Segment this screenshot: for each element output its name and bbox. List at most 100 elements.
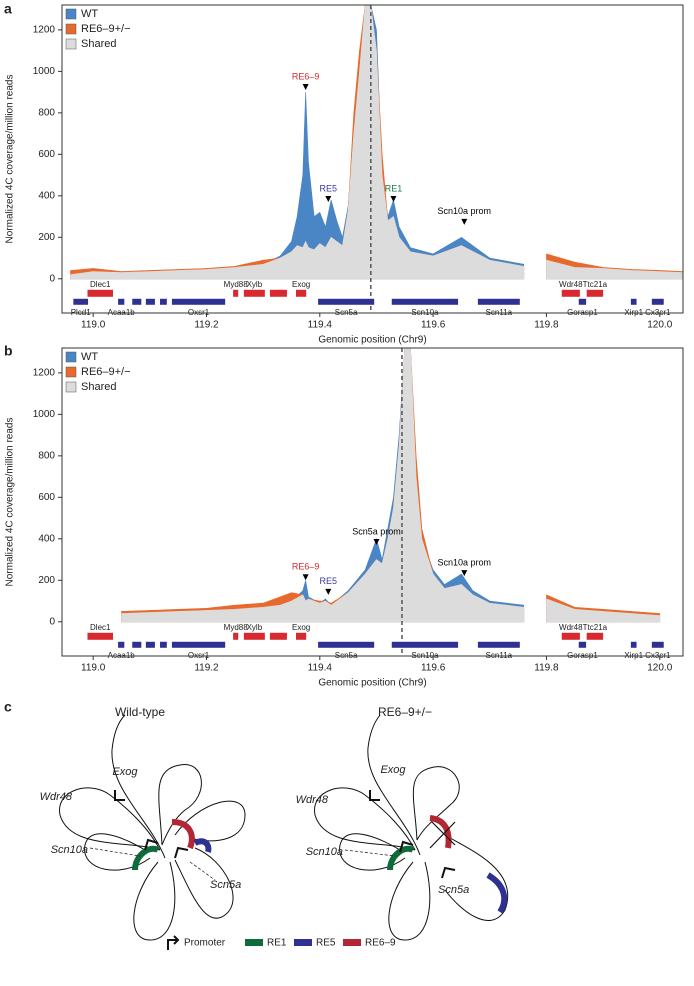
legend-label: WT (81, 8, 98, 20)
gene-label: Dlec1 (90, 280, 111, 289)
y-tick-label: 1000 (33, 66, 56, 77)
gene (269, 632, 287, 640)
gene-label: Oxsr1 (188, 651, 210, 660)
y-tick-label: 200 (38, 232, 55, 243)
gene-label: Dlec1 (90, 623, 111, 632)
plot-frame (61, 347, 684, 657)
annotation-marker (325, 588, 332, 595)
plot-frame (61, 4, 684, 314)
loop (314, 787, 416, 851)
y-axis-label: Normalized 4C coverage/million reads (5, 75, 16, 244)
x-tick-label: 119.4 (308, 320, 333, 331)
loop (84, 833, 151, 871)
legend-swatch (294, 939, 312, 946)
gene (296, 632, 307, 640)
legend-label: RE6–9 (365, 938, 396, 949)
annotation-marker (390, 196, 397, 203)
gene-label: Exog (380, 764, 406, 776)
gene (145, 298, 155, 305)
y-tick-label: 0 (49, 273, 55, 284)
promoter (399, 840, 414, 853)
loop (388, 861, 431, 941)
gene (391, 298, 459, 305)
gene (87, 289, 113, 297)
wt-loops (59, 714, 246, 941)
gene (171, 298, 226, 305)
gene (145, 641, 155, 648)
x-tick-label: 119.2 (194, 663, 219, 674)
re1 (387, 845, 415, 871)
legend-promoter (167, 935, 180, 950)
y-tick-label: 200 (38, 575, 55, 586)
y-tick-label: 400 (38, 533, 55, 544)
gene-label: Xirp1 (624, 651, 643, 660)
gene-label: Scn10a (411, 308, 439, 317)
gene-label: Scn5a (335, 651, 358, 660)
gene (561, 289, 580, 297)
gene-label: Ttc21a (583, 623, 608, 632)
gene-label: Exog (292, 280, 310, 289)
legend-swatch (65, 23, 77, 35)
gene-label: Gorasp1 (567, 308, 598, 317)
gene (118, 298, 125, 305)
loop (174, 847, 234, 919)
annotation-label: RE5 (320, 576, 338, 586)
gene-label: Myd88 (224, 280, 249, 289)
annotation-label: RE6–9 (292, 71, 320, 81)
gene-label: Scn10a (51, 844, 88, 856)
annotation-marker (461, 218, 468, 225)
annotation-label: RE5 (320, 183, 338, 193)
gene-label: Wdr48 (559, 280, 583, 289)
gene (578, 298, 587, 305)
gene (233, 289, 239, 297)
gene (160, 298, 167, 305)
legend-label: Shared (81, 381, 116, 393)
gene-label: Plcd1 (71, 308, 92, 317)
gene-label: Acaa1b (108, 308, 136, 317)
annotation-label: RE1 (385, 183, 403, 193)
gene (296, 289, 307, 297)
gene (578, 641, 587, 648)
loop (174, 800, 246, 842)
gene-label: Xylb (247, 280, 263, 289)
gene (243, 289, 265, 297)
legend-swatch (343, 939, 361, 946)
annotation-marker (302, 574, 309, 581)
gene (171, 641, 226, 648)
gene (651, 641, 664, 648)
y-tick-label: 1200 (33, 368, 56, 379)
gene (561, 632, 580, 640)
x-tick-label: 119.6 (421, 663, 446, 674)
gene (630, 641, 637, 648)
legend-label: Promoter (184, 938, 226, 949)
promoter (114, 790, 125, 801)
annotation-marker (461, 570, 468, 577)
legend-swatch (245, 939, 263, 946)
gene (243, 632, 265, 640)
annotation-label: Scn10a prom (438, 206, 492, 216)
x-tick-label: 119.0 (81, 663, 106, 674)
x-axis-label: Genomic position (Chr9) (318, 335, 426, 346)
legend-swatch (65, 8, 77, 20)
x-tick-label: 120.0 (647, 320, 672, 331)
gene-label: Exog (292, 623, 310, 632)
x-tick-label: 119.4 (308, 663, 333, 674)
legend-swatch (65, 366, 77, 378)
loop (444, 834, 508, 921)
gene-label: Wdr48 (559, 623, 583, 632)
re1 (132, 845, 160, 871)
annotation-label: Scn5a prom (352, 526, 401, 536)
gene (132, 641, 142, 648)
x-tick-label: 119.6 (421, 320, 446, 331)
loop (339, 833, 406, 871)
loop (133, 861, 176, 941)
gene (477, 298, 520, 305)
gene-label: Cx3cr1 (645, 651, 671, 660)
annotation-marker (325, 196, 332, 203)
gene-label: Acaa1b (108, 651, 136, 660)
gene (73, 298, 89, 305)
gene-label: Scn5a (210, 879, 241, 891)
re6-9 (429, 815, 452, 849)
